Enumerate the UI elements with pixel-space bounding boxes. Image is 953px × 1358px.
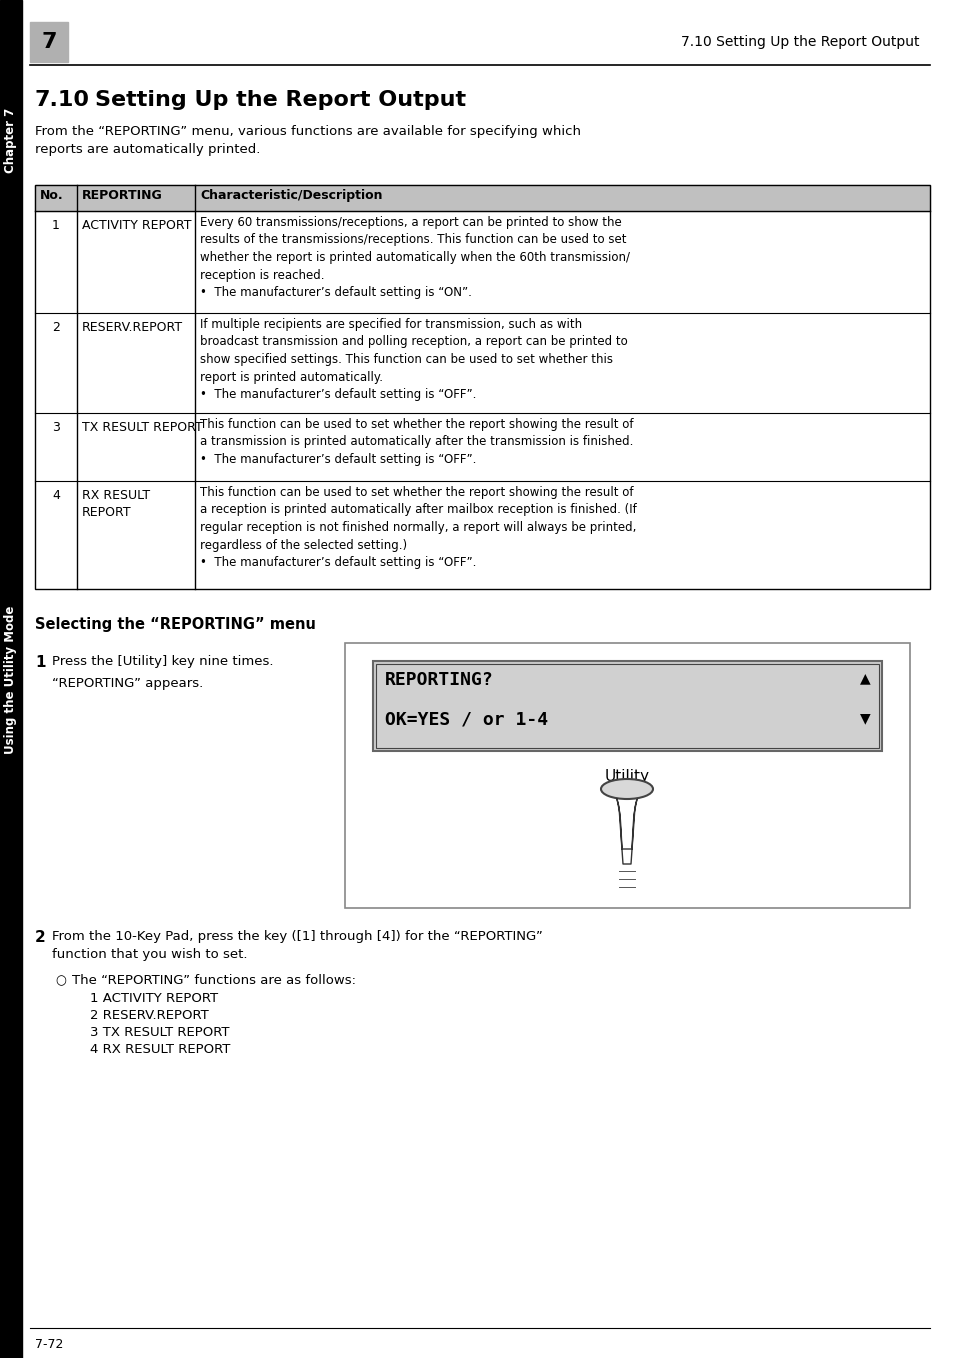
Text: “REPORTING” appears.: “REPORTING” appears.: [52, 678, 203, 690]
Text: If multiple recipients are specified for transmission, such as with
broadcast tr: If multiple recipients are specified for…: [200, 318, 627, 401]
Text: 7: 7: [41, 33, 56, 52]
Text: The “REPORTING” functions are as follows:: The “REPORTING” functions are as follows…: [71, 974, 355, 987]
Text: Characteristic/Description: Characteristic/Description: [200, 189, 382, 202]
Text: RX RESULT
REPORT: RX RESULT REPORT: [82, 489, 150, 519]
Text: Using the Utility Mode: Using the Utility Mode: [5, 606, 17, 754]
Text: 7-72: 7-72: [35, 1338, 63, 1351]
Polygon shape: [617, 799, 637, 864]
Text: ▲: ▲: [859, 671, 870, 684]
Bar: [345, 642, 909, 909]
Text: 1: 1: [35, 655, 46, 669]
Text: ○: ○: [55, 974, 66, 987]
Text: RESERV.REPORT: RESERV.REPORT: [82, 320, 183, 334]
Text: 3 TX RESULT REPORT: 3 TX RESULT REPORT: [90, 1027, 230, 1039]
Text: 2 RESERV.REPORT: 2 RESERV.REPORT: [90, 1009, 209, 1023]
Bar: [373, 661, 882, 751]
Text: No.: No.: [40, 189, 64, 202]
Text: This function can be used to set whether the report showing the result of
a rece: This function can be used to set whether…: [200, 486, 636, 569]
Text: Utility: Utility: [604, 769, 649, 784]
Text: REPORTING: REPORTING: [82, 189, 163, 202]
Ellipse shape: [600, 779, 652, 799]
Bar: [35, 185, 929, 589]
Text: 2: 2: [35, 930, 46, 945]
Text: Selecting the “REPORTING” menu: Selecting the “REPORTING” menu: [35, 617, 315, 631]
Text: 2: 2: [52, 320, 60, 334]
Text: From the “REPORTING” menu, various functions are available for specifying which
: From the “REPORTING” menu, various funct…: [35, 125, 580, 156]
Bar: [30, 22, 68, 62]
Text: TX RESULT REPORT: TX RESULT REPORT: [82, 421, 203, 435]
Bar: [35, 185, 929, 210]
Text: 4 RX RESULT REPORT: 4 RX RESULT REPORT: [90, 1043, 230, 1057]
Text: Every 60 transmissions/receptions, a report can be printed to show the
results o: Every 60 transmissions/receptions, a rep…: [200, 216, 629, 299]
Text: Chapter 7: Chapter 7: [5, 107, 17, 172]
Text: Setting Up the Report Output: Setting Up the Report Output: [95, 90, 466, 110]
Text: 3: 3: [52, 421, 60, 435]
Text: Press the [Utility] key nine times.: Press the [Utility] key nine times.: [52, 655, 274, 668]
Text: REPORTING?: REPORTING?: [385, 671, 494, 689]
Bar: [375, 664, 878, 748]
Text: From the 10-Key Pad, press the key ([1] through [4]) for the “REPORTING”
functio: From the 10-Key Pad, press the key ([1] …: [52, 930, 542, 961]
Text: OK=YES / or 1-4: OK=YES / or 1-4: [385, 712, 548, 729]
Text: 1 ACTIVITY REPORT: 1 ACTIVITY REPORT: [90, 991, 218, 1005]
Text: 7.10: 7.10: [35, 90, 90, 110]
Text: ▼: ▼: [859, 712, 870, 725]
Text: 4: 4: [52, 489, 60, 502]
Bar: [0, 0, 22, 1358]
Text: This function can be used to set whether the report showing the result of
a tran: This function can be used to set whether…: [200, 418, 633, 466]
Text: 7.10 Setting Up the Report Output: 7.10 Setting Up the Report Output: [680, 35, 919, 49]
Text: ACTIVITY REPORT: ACTIVITY REPORT: [82, 219, 192, 232]
Text: 1: 1: [52, 219, 60, 232]
